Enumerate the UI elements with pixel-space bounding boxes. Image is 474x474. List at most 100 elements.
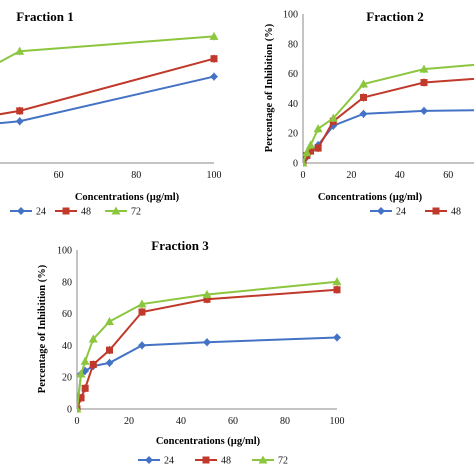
y-tick-label: 0 <box>293 159 298 170</box>
x-tick-label: 80 <box>280 416 290 427</box>
data-point <box>105 358 114 367</box>
chart-title: Fraction 3 <box>151 238 209 253</box>
x-tick-label: 60 <box>443 170 453 181</box>
data-point <box>105 317 114 326</box>
x-tick-label: 80 <box>131 170 141 181</box>
y-axis-label: Percentage of Inhibition (%) <box>37 264 48 393</box>
chart-title: Fraction 1 <box>16 9 73 24</box>
legend-entry-72: 72 <box>105 206 141 218</box>
y-tick-label: 60 <box>62 309 72 320</box>
y-tick-label: 100 <box>283 10 298 21</box>
data-point <box>77 369 86 378</box>
data-point <box>333 286 341 294</box>
y-tick-label: 0 <box>67 405 72 416</box>
data-point <box>419 64 429 73</box>
chart-panel-1: Fraction 1406080100Concentrations (µg/ml… <box>0 9 222 218</box>
legend-marker <box>17 207 25 215</box>
data-point <box>80 356 90 365</box>
data-point <box>138 341 146 350</box>
y-axis-label: Percentage of Inhibition (%) <box>264 23 275 152</box>
data-point <box>88 334 98 343</box>
x-tick-label: 0 <box>75 416 80 427</box>
x-tick-label: 20 <box>124 416 134 427</box>
data-point <box>333 333 341 342</box>
x-tick-label: 40 <box>176 416 186 427</box>
y-tick-label: 20 <box>62 373 72 384</box>
legend-marker <box>432 207 440 215</box>
data-point <box>210 55 218 63</box>
data-point <box>303 158 308 167</box>
data-point <box>137 299 147 308</box>
series-line-24 <box>77 336 338 410</box>
legend-marker <box>145 456 153 464</box>
x-axis-label: Concentrations (µg/ml) <box>318 192 423 203</box>
data-point <box>77 394 85 402</box>
series-line-24 <box>303 109 474 164</box>
series-line-48 <box>77 288 338 410</box>
data-point <box>138 308 146 316</box>
data-point <box>332 277 342 286</box>
x-tick-label: 60 <box>54 170 64 181</box>
data-point <box>313 124 323 133</box>
x-axis-label: Concentrations (µg/ml) <box>75 192 180 203</box>
chart-title: Fraction 2 <box>366 9 423 24</box>
data-point <box>81 384 89 392</box>
data-point <box>314 144 322 152</box>
data-point <box>420 79 428 87</box>
data-point <box>89 360 97 368</box>
y-tick-label: 40 <box>62 341 72 352</box>
legend-entry-48: 48 <box>425 207 461 218</box>
legend-entry-72: 72 <box>252 455 288 467</box>
plot-area <box>0 31 219 126</box>
legend-label: 48 <box>451 207 461 218</box>
plot-area <box>303 63 474 167</box>
x-tick-label: 20 <box>346 170 356 181</box>
x-tick-label: 100 <box>330 416 345 427</box>
legend-entry-24: 24 <box>10 207 46 218</box>
data-point <box>203 295 211 303</box>
legend-entry-24: 24 <box>370 207 406 218</box>
series-line-72 <box>0 35 215 63</box>
legend-marker <box>258 455 268 464</box>
legend-marker <box>111 206 121 215</box>
y-tick-label: 80 <box>288 39 298 50</box>
x-axis-label: Concentrations (µg/ml) <box>156 436 261 447</box>
legend-label: 72 <box>131 207 141 218</box>
legend-label: 24 <box>36 207 46 218</box>
data-point <box>16 107 24 115</box>
legend-label: 48 <box>221 456 231 467</box>
legend-entry-48: 48 <box>195 456 231 467</box>
legend-label: 48 <box>81 207 91 218</box>
data-point <box>359 79 368 88</box>
x-tick-label: 0 <box>301 170 306 181</box>
data-point <box>210 72 218 81</box>
data-point <box>202 290 212 299</box>
legend-marker <box>202 456 210 464</box>
series-line-48 <box>0 57 215 116</box>
data-point <box>15 46 25 55</box>
data-point <box>106 346 113 354</box>
y-tick-label: 80 <box>62 277 72 288</box>
legend-marker <box>377 207 385 215</box>
x-tick-label: 100 <box>207 170 222 181</box>
data-point <box>360 93 367 101</box>
data-point <box>328 113 338 122</box>
data-point <box>420 106 428 115</box>
legend-entry-48: 48 <box>55 207 91 218</box>
legend-label: 24 <box>396 207 406 218</box>
legend-label: 72 <box>278 456 288 467</box>
x-tick-label: 60 <box>228 416 238 427</box>
data-point <box>307 147 315 155</box>
data-point <box>15 117 24 126</box>
series-line-24 <box>0 75 215 125</box>
plot-area <box>77 277 342 413</box>
data-point <box>303 148 312 157</box>
y-tick-label: 40 <box>288 99 298 110</box>
legend-entry-24: 24 <box>138 456 174 467</box>
y-tick-label: 60 <box>288 69 298 80</box>
data-point <box>359 109 368 118</box>
series-line-48 <box>303 77 474 164</box>
data-point <box>203 338 211 347</box>
data-point <box>209 31 219 40</box>
